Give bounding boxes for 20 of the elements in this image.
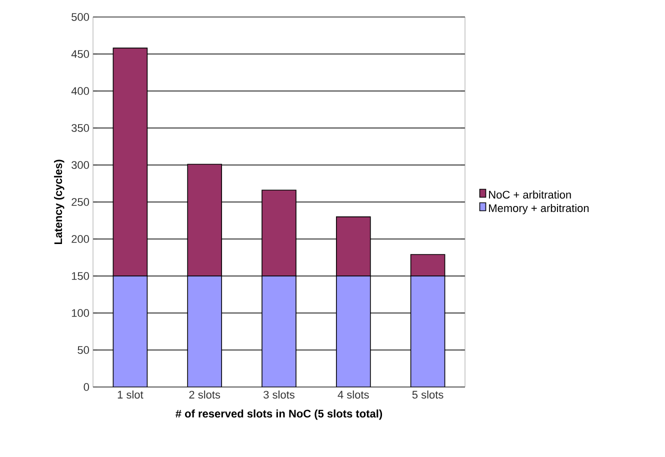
y-tick-label: 250 xyxy=(72,198,90,206)
y-tick-label: 300 xyxy=(72,161,90,169)
y-tick-label: 400 xyxy=(71,87,90,95)
y-tick-label: 500 xyxy=(72,13,90,21)
x-tick-label: 5 slots xyxy=(412,390,444,399)
y-tick-label: 100 xyxy=(72,309,90,317)
y-tick-label: 150 xyxy=(72,272,90,280)
legend-label: Memory + arbitration xyxy=(489,204,589,214)
y-axis-title: Latency (cycles) xyxy=(54,160,64,244)
legend-label: NoC + arbitration xyxy=(489,190,571,199)
x-tick-label: 2 slots xyxy=(189,390,220,399)
y-tick-label: 200 xyxy=(72,235,90,243)
x-tick-label: 3 slots xyxy=(264,390,294,399)
y-tick-label: 50 xyxy=(78,346,90,354)
y-tick-label: 0 xyxy=(84,383,90,391)
x-tick-label: 4 slots xyxy=(338,390,369,399)
y-tick-label: 450 xyxy=(71,50,90,58)
x-tick-label: 1 slot xyxy=(118,390,144,399)
y-tick-label: 350 xyxy=(72,124,90,132)
x-axis-title: # of reserved slots in NoC (5 slots total) xyxy=(176,409,382,420)
